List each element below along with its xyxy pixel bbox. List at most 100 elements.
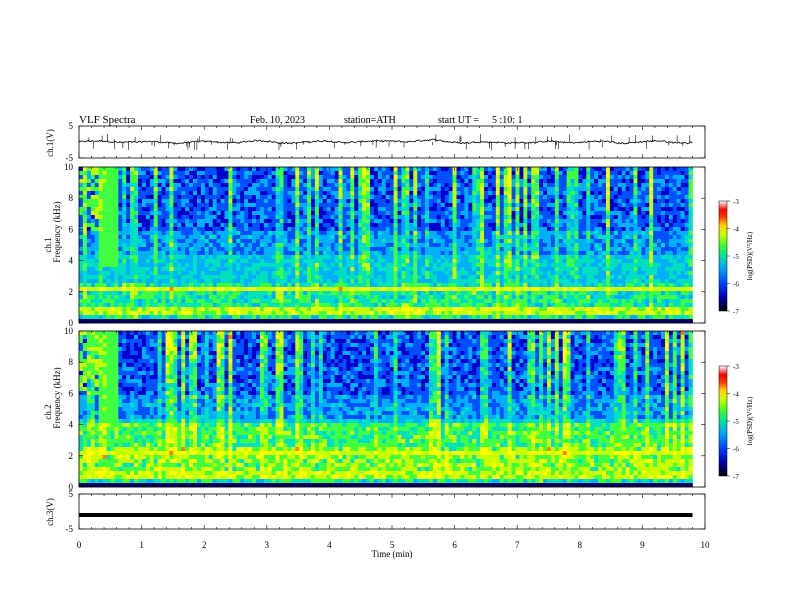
spectrogram-cell <box>491 275 497 280</box>
spectrogram-cell <box>566 239 571 244</box>
spectrogram-cell <box>649 187 654 192</box>
spectrogram-cell <box>212 247 217 252</box>
spectrogram-cell <box>664 195 670 200</box>
spectrogram-cell <box>456 223 461 228</box>
spectrogram-cell <box>366 255 371 260</box>
spectrogram-cell <box>161 183 166 188</box>
spectrogram-cell <box>546 179 552 184</box>
spectrogram-cell <box>216 231 221 236</box>
spectrogram-cell <box>373 231 379 236</box>
spectrogram-cell <box>653 183 658 188</box>
spectrogram-cell <box>432 175 438 180</box>
spectrogram-cell <box>523 239 528 244</box>
spectrogram-cell <box>397 199 402 204</box>
spectrogram-cell <box>114 219 119 224</box>
spectrogram-cell <box>645 227 650 232</box>
spectrogram-cell <box>594 267 599 272</box>
spectrogram-cell <box>196 179 202 184</box>
spectrogram-cell <box>613 203 619 208</box>
spectrogram-cell <box>193 243 198 248</box>
spectrogram-cell <box>680 251 685 256</box>
spectrogram-cell <box>519 171 524 176</box>
spectrogram-cell <box>452 239 457 244</box>
spectrogram-cell <box>350 283 355 288</box>
spectrogram-cell <box>621 195 626 200</box>
spectrogram-cell <box>590 271 595 276</box>
spectrogram-cell <box>613 227 619 232</box>
spectrogram-cell <box>417 247 422 252</box>
spectrogram-cell <box>165 239 170 244</box>
spectrogram-cell <box>181 215 186 220</box>
spectrogram-cell <box>413 279 418 284</box>
spectrogram-cell <box>484 211 489 216</box>
spectrogram-cell <box>381 219 387 224</box>
spectrogram-cell <box>228 223 233 228</box>
spectrogram-cell <box>688 175 693 180</box>
spectrogram-cell <box>582 207 587 212</box>
spectrogram-cell <box>346 187 351 192</box>
spectrogram-cell <box>531 191 536 196</box>
spectrogram-cell <box>550 187 556 192</box>
spectrogram-cell <box>491 251 497 256</box>
spectrogram-cell <box>358 179 363 184</box>
spectrogram-cell <box>358 283 363 288</box>
spectrogram-cell <box>271 195 276 200</box>
spectrogram-cell <box>657 231 662 236</box>
spectrogram-cell <box>558 215 563 220</box>
spectrogram-cell <box>204 275 210 280</box>
spectrogram-cell <box>397 219 402 224</box>
spectrogram-cell <box>491 227 497 232</box>
spectrogram-cell <box>476 199 481 204</box>
spectrogram-cell <box>397 239 402 244</box>
spectrogram-cell <box>566 199 571 204</box>
spectrogram-cell <box>566 243 571 248</box>
spectrogram-cell <box>507 167 512 172</box>
spectrogram-cell <box>255 251 261 256</box>
spectrogram-cell <box>566 287 571 292</box>
spectrogram-cell <box>668 279 674 284</box>
spectrogram-cell <box>582 179 587 184</box>
spectrogram-cell <box>582 219 587 224</box>
spectrogram-cell <box>586 199 591 204</box>
spectrogram-cell <box>82 231 88 236</box>
spectrogram-cell <box>668 235 674 240</box>
spectrogram-cell <box>668 275 674 280</box>
spectrogram-cell <box>252 183 257 188</box>
spectrogram-cell <box>350 203 355 208</box>
spectrogram-cell <box>401 255 406 260</box>
spectrogram-cell <box>122 235 127 240</box>
spectrogram-cell <box>609 175 615 180</box>
spectrogram-cell <box>106 211 111 216</box>
spectrogram-cell <box>672 215 678 220</box>
spectrogram-cell <box>236 235 241 240</box>
spectrogram-cell <box>590 187 595 192</box>
spectrogram-cell <box>480 199 485 204</box>
spectrogram-cell <box>637 259 642 264</box>
spectrogram-cell <box>448 215 453 220</box>
spectrogram-cell <box>444 259 449 264</box>
spectrogram-cell <box>448 263 453 268</box>
spectrogram-cell <box>193 239 198 244</box>
spectrogram-cell <box>137 199 143 204</box>
spectrogram-cell <box>649 263 654 268</box>
spectrogram-cell <box>271 263 276 268</box>
spectrogram-cell <box>649 183 654 188</box>
spectrogram-cell <box>688 219 693 224</box>
spectrogram-cell <box>484 179 489 184</box>
spectrogram-cell <box>200 219 206 224</box>
spectrogram-cell <box>578 203 583 208</box>
spectrogram-cell <box>539 187 544 192</box>
spectrogram-cell <box>86 243 92 248</box>
spectrogram-cell <box>661 191 666 196</box>
spectrogram-cell <box>252 271 257 276</box>
spectrogram-cell <box>487 271 493 276</box>
spectrogram-cell <box>602 211 607 216</box>
spectrogram-cell <box>232 219 237 224</box>
spectrogram-cell <box>82 247 88 252</box>
spectrogram-cell <box>350 207 355 212</box>
spectrogram-cell <box>440 223 446 228</box>
spectrogram-cell <box>456 283 461 288</box>
spectrogram-cell <box>472 283 477 288</box>
spectrogram-cell <box>263 255 269 260</box>
spectrogram-cell <box>602 247 607 252</box>
